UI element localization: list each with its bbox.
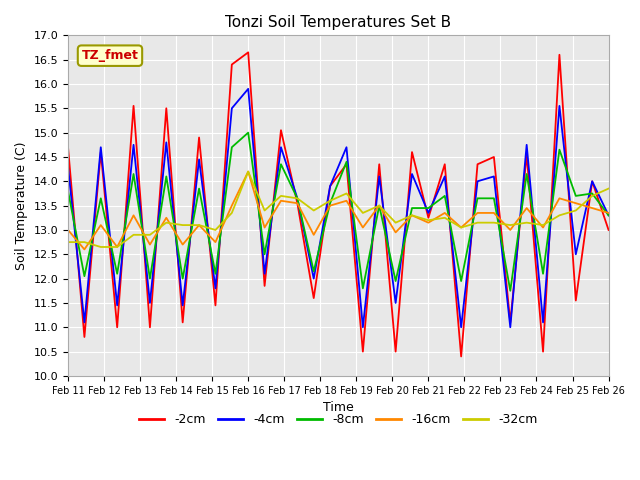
Legend: -2cm, -4cm, -8cm, -16cm, -32cm: -2cm, -4cm, -8cm, -16cm, -32cm bbox=[134, 408, 543, 431]
Y-axis label: Soil Temperature (C): Soil Temperature (C) bbox=[15, 142, 28, 270]
X-axis label: Time: Time bbox=[323, 401, 354, 414]
Text: TZ_fmet: TZ_fmet bbox=[81, 49, 138, 62]
Title: Tonzi Soil Temperatures Set B: Tonzi Soil Temperatures Set B bbox=[225, 15, 451, 30]
